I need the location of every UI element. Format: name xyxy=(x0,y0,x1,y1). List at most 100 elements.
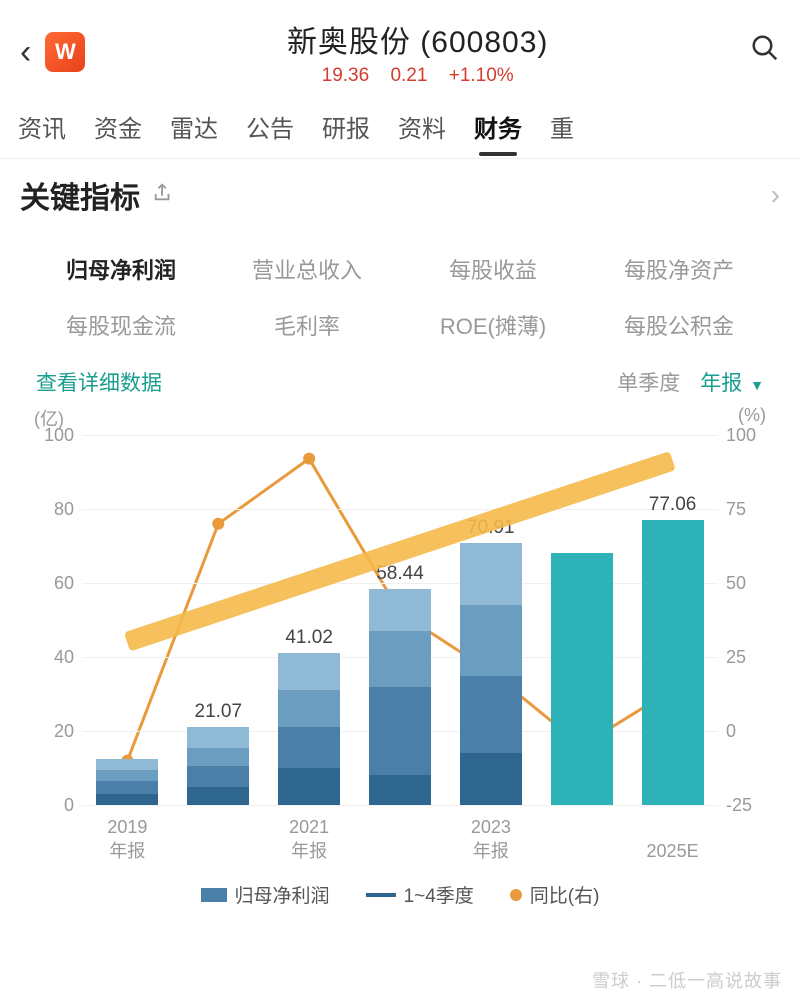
section-header[interactable]: 关键指标 › xyxy=(0,158,800,227)
chevron-right-icon[interactable]: › xyxy=(771,179,780,211)
y-left-tick: 40 xyxy=(30,647,74,668)
period-annual[interactable]: 年报 ▼ xyxy=(700,367,764,397)
legend-item[interactable]: 归母净利润 xyxy=(201,881,330,908)
gridline xyxy=(82,435,718,436)
caret-down-icon: ▼ xyxy=(750,377,764,393)
bar-5[interactable] xyxy=(551,553,613,805)
legend-label: 归母净利润 xyxy=(235,881,330,908)
yoy-marker[interactable] xyxy=(212,518,224,530)
nav-tab-3[interactable]: 公告 xyxy=(246,109,294,150)
bar-segment xyxy=(369,687,431,776)
y-right-tick: 25 xyxy=(726,647,770,668)
search-icon[interactable] xyxy=(750,33,780,71)
y-right-tick: 50 xyxy=(726,573,770,594)
back-icon[interactable]: ‹ xyxy=(20,33,31,72)
bar-2[interactable]: 41.02 xyxy=(278,653,340,805)
legend-swatch xyxy=(510,889,522,901)
detail-data-link[interactable]: 查看详细数据 xyxy=(36,367,162,397)
nav-tabs: 资讯资金雷达公告研报资料财务重 xyxy=(0,100,800,158)
y-right-tick: 75 xyxy=(726,499,770,520)
bar-segment xyxy=(96,794,158,805)
bar-3[interactable]: 58.44 xyxy=(369,589,431,805)
bar-0[interactable] xyxy=(96,759,158,805)
bar-segment xyxy=(278,727,340,768)
metric-tab-1[interactable]: 营业总收入 xyxy=(214,253,400,285)
bar-4[interactable]: 70.91 xyxy=(460,543,522,805)
app-icon[interactable]: W xyxy=(45,32,85,72)
chart-legend: 归母净利润 1~4季度 同比(右) xyxy=(28,875,772,908)
plot-region: 21.07 41.02 58.44 70.91 77.06 xyxy=(82,435,718,805)
bar-value-label: 77.06 xyxy=(649,494,697,516)
period-toggle: 单季度 年报 ▼ xyxy=(617,367,764,397)
metric-tab-5[interactable]: 毛利率 xyxy=(214,309,400,341)
x-tick: 2021年报 xyxy=(264,816,354,863)
legend-label: 同比(右) xyxy=(530,881,600,908)
x-tick: 2023年报 xyxy=(446,816,536,863)
period-quarter[interactable]: 单季度 xyxy=(617,367,680,397)
metric-tab-0[interactable]: 归母净利润 xyxy=(28,253,214,285)
metrics-card: 归母净利润营业总收入每股收益每股净资产每股现金流毛利率ROE(摊薄)每股公积金 … xyxy=(16,235,784,918)
metric-tabs: 归母净利润营业总收入每股收益每股净资产每股现金流毛利率ROE(摊薄)每股公积金 xyxy=(28,253,772,341)
bar-segment xyxy=(460,676,522,754)
y-left-tick: 100 xyxy=(30,425,74,446)
gridline xyxy=(82,509,718,510)
stock-price: 19.36 xyxy=(322,65,370,86)
metric-tab-3[interactable]: 每股净资产 xyxy=(586,253,772,285)
right-axis-unit: (%) xyxy=(738,405,766,426)
header-bar: ‹ W 新奥股份 (600803) 19.36 0.21 +1.10% xyxy=(0,0,800,100)
bar-segment xyxy=(96,759,158,770)
yoy-marker[interactable] xyxy=(303,453,315,465)
bar-segment xyxy=(369,775,431,805)
share-icon[interactable] xyxy=(152,181,174,209)
bar-segment xyxy=(642,520,704,805)
metric-tab-7[interactable]: 每股公积金 xyxy=(586,309,772,341)
stock-title: 新奥股份 (600803) xyxy=(85,17,750,61)
section-title-text: 关键指标 xyxy=(20,173,140,217)
metric-tab-4[interactable]: 每股现金流 xyxy=(28,309,214,341)
chart-area: (亿) (%) 21.0741.0258.4470.9177.06 020406… xyxy=(28,405,772,875)
legend-swatch xyxy=(201,888,227,902)
y-right-tick: 0 xyxy=(726,721,770,742)
bar-segment xyxy=(460,605,522,675)
bar-value-label: 41.02 xyxy=(285,627,333,649)
bar-1[interactable]: 21.07 xyxy=(187,727,249,805)
bar-segment xyxy=(551,553,613,805)
nav-tab-4[interactable]: 研报 xyxy=(322,109,370,150)
watermark-text: 雪球 · 二低一高说故事 xyxy=(592,967,782,993)
nav-tab-0[interactable]: 资讯 xyxy=(18,109,66,150)
stock-name: 新奥股份 xyxy=(287,26,411,59)
y-right-tick: 100 xyxy=(726,425,770,446)
stock-change-pct: +1.10% xyxy=(449,65,514,86)
y-left-tick: 0 xyxy=(30,795,74,816)
bar-segment xyxy=(369,631,431,687)
legend-item[interactable]: 1~4季度 xyxy=(366,881,474,908)
legend-item[interactable]: 同比(右) xyxy=(510,881,600,908)
bar-6[interactable]: 77.06 xyxy=(642,520,704,805)
x-tick: 2025E xyxy=(628,840,718,863)
period-annual-label: 年报 xyxy=(700,372,742,395)
nav-tab-7[interactable]: 重 xyxy=(550,109,574,150)
x-tick: 2019年报 xyxy=(82,816,172,863)
legend-label: 1~4季度 xyxy=(404,881,474,908)
y-left-tick: 80 xyxy=(30,499,74,520)
nav-tab-5[interactable]: 资料 xyxy=(398,109,446,150)
nav-tab-2[interactable]: 雷达 xyxy=(170,109,218,150)
y-left-tick: 20 xyxy=(30,721,74,742)
stock-subline: 19.36 0.21 +1.10% xyxy=(85,65,750,87)
bar-segment xyxy=(460,753,522,805)
bar-segment xyxy=(278,768,340,805)
metric-tab-2[interactable]: 每股收益 xyxy=(400,253,586,285)
y-right-tick: -25 xyxy=(726,795,770,816)
nav-tab-1[interactable]: 资金 xyxy=(94,109,142,150)
nav-tab-6[interactable]: 财务 xyxy=(474,109,522,150)
bar-segment xyxy=(187,727,249,748)
bar-segment xyxy=(369,589,431,631)
bar-segment xyxy=(96,770,158,781)
section-title: 关键指标 xyxy=(20,173,174,217)
chart-controls: 查看详细数据 单季度 年报 ▼ xyxy=(28,367,772,405)
y-left-tick: 60 xyxy=(30,573,74,594)
gridline xyxy=(82,805,718,806)
bar-segment xyxy=(187,787,249,806)
bar-value-label: 21.07 xyxy=(195,701,243,723)
metric-tab-6[interactable]: ROE(摊薄) xyxy=(400,309,586,341)
